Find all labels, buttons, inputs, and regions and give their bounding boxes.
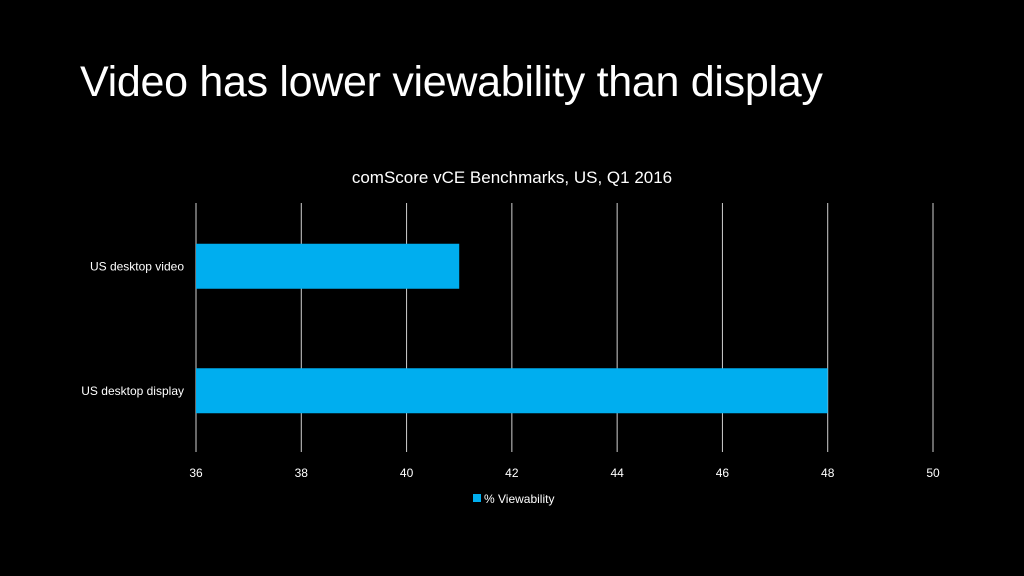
category-label-us-desktop-video: US desktop video	[90, 259, 184, 273]
gridlines	[195, 203, 934, 452]
legend-swatch	[473, 494, 481, 502]
x-tick-label-42: 42	[505, 466, 519, 480]
x-tick-label-38: 38	[295, 466, 309, 480]
x-tick-label-50: 50	[926, 466, 940, 480]
bar-us-desktop-display	[196, 368, 828, 414]
chart-title: comScore vCE Benchmarks, US, Q1 2016	[352, 168, 672, 187]
legend: % Viewability	[473, 492, 554, 506]
category-labels: US desktop video US desktop display	[81, 259, 184, 398]
x-tick-label-44: 44	[610, 466, 624, 480]
x-tick-label-40: 40	[400, 466, 414, 480]
x-tick-labels: 36 38 40 42 44 46 48 50	[189, 466, 940, 480]
category-label-us-desktop-display: US desktop display	[81, 384, 184, 398]
bar-us-desktop-video	[196, 243, 460, 289]
legend-label: % Viewability	[484, 492, 554, 506]
x-tick-label-48: 48	[821, 466, 835, 480]
x-tick-label-46: 46	[716, 466, 730, 480]
slide-title: Video has lower viewability than display	[80, 58, 823, 106]
x-tick-label-36: 36	[189, 466, 203, 480]
bars	[196, 243, 828, 414]
